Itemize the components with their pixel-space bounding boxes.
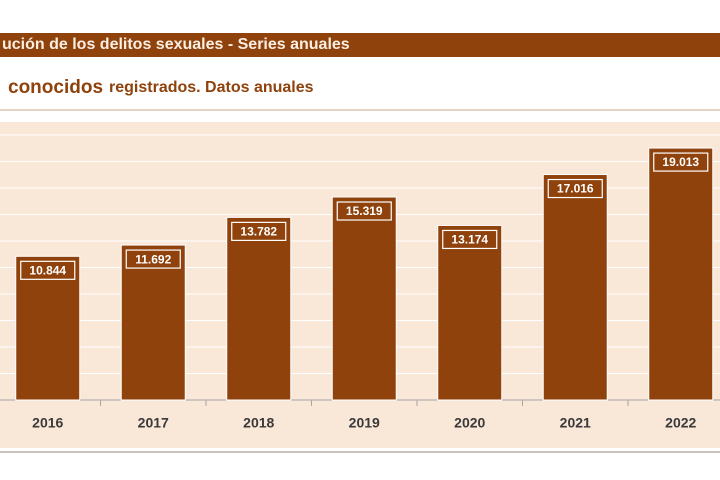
- value-label: 17.016: [557, 182, 594, 196]
- x-tick-label: 2022: [665, 415, 696, 431]
- bar: [648, 147, 714, 401]
- x-tick-label: 2021: [560, 415, 591, 431]
- value-label: 13.782: [240, 225, 277, 239]
- value-label: 11.692: [135, 252, 171, 266]
- value-label-box: [442, 229, 498, 250]
- bar: [542, 174, 608, 401]
- value-label-box: [20, 260, 76, 280]
- value-label: 10.844: [29, 263, 66, 277]
- x-tick-label: 2019: [349, 415, 380, 431]
- subtitle-rest: registrados. Datos anuales: [109, 79, 314, 96]
- bar: [15, 255, 81, 401]
- x-tick-label: 2018: [243, 415, 274, 431]
- value-label-box: [653, 152, 709, 172]
- title-bar: [0, 33, 720, 57]
- bar: [120, 244, 186, 401]
- value-label-box: [231, 221, 287, 241]
- value-label-box: [125, 249, 181, 269]
- x-tick-label: 2020: [454, 415, 485, 431]
- value-label-box: [547, 178, 603, 199]
- value-label: 19.013: [662, 155, 699, 169]
- value-label-box: [336, 201, 392, 221]
- x-tick-label: 2016: [32, 415, 63, 431]
- bar: [437, 224, 503, 401]
- chart-title: ución de los delitos sexuales - Series a…: [2, 36, 350, 53]
- chart-subtitle: conocidos registrados. Datos anuales: [8, 77, 314, 98]
- x-tick-label: 2017: [138, 415, 169, 431]
- value-label: 13.174: [451, 233, 488, 247]
- value-label: 15.319: [346, 204, 383, 218]
- bar: [331, 196, 397, 401]
- subtitle-lead: conocidos: [8, 77, 103, 98]
- bar: [226, 216, 292, 401]
